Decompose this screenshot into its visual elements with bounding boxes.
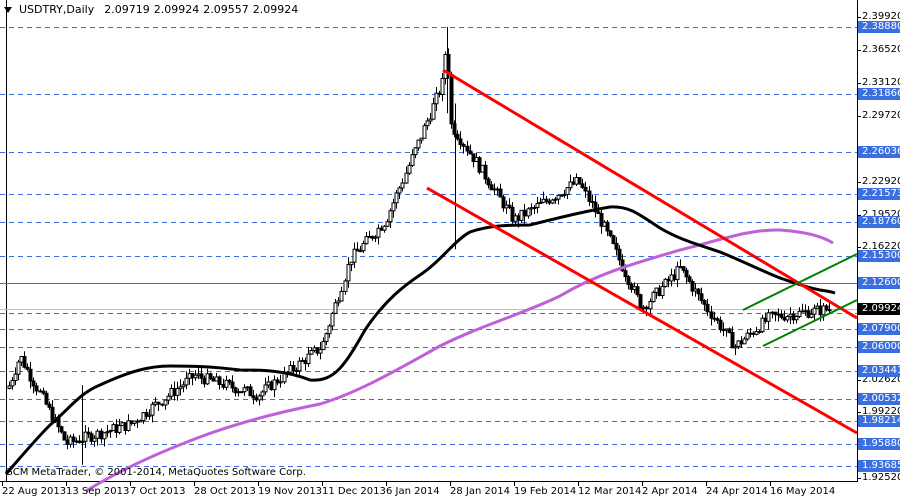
copyright-text: GCM MetaTrader, © 2001-2014, MetaQuotes … <box>5 467 306 478</box>
slow-moving-average <box>85 228 834 493</box>
chart-title: USDTRY,Daily 2.09719 2.09924 2.09557 2.0… <box>4 3 298 16</box>
price-level-label: 2.38880 <box>858 21 900 33</box>
ohlc-high: 2.09924 <box>153 3 200 16</box>
time-tick-label: 22 Aug 2013 <box>2 486 67 497</box>
fast-moving-average <box>4 205 836 475</box>
ohlc-close: 2.09924 <box>252 3 299 16</box>
price-tick-label: 2.22920 <box>862 176 900 187</box>
price-tick-label: 2.29720 <box>862 110 900 121</box>
price-level-label: 2.31866 <box>858 88 900 100</box>
symbol-label: USDTRY,Daily <box>19 3 95 16</box>
time-tick-label: 2 Apr 2014 <box>642 486 698 497</box>
current-price-label: 2.09924 <box>858 303 900 315</box>
candlesticks <box>7 27 832 465</box>
time-tick-label: 19 Nov 2013 <box>258 486 323 497</box>
price-level-label: 1.98214 <box>858 415 900 427</box>
red-channel-lower[interactable] <box>426 186 858 435</box>
price-tick-label: 2.02620 <box>862 374 900 385</box>
horizontal-levels <box>0 27 857 467</box>
time-tick-label: 28 Oct 2013 <box>194 486 256 497</box>
price-level-label: 2.12600 <box>858 277 900 289</box>
time-tick-label: 16 May 2014 <box>770 486 836 497</box>
price-level-label: 1.93685 <box>858 460 900 472</box>
price-level-label: 2.15300 <box>858 250 900 262</box>
price-level-label: 2.06000 <box>858 341 900 353</box>
green-channel-upper[interactable] <box>742 253 858 311</box>
time-tick-label: 6 Jan 2014 <box>386 486 440 497</box>
price-axis-ticks <box>857 17 861 479</box>
price-tick-label: 2.33120 <box>862 77 900 88</box>
ohlc-low: 2.09557 <box>203 3 249 16</box>
ohlc-open: 2.09719 <box>104 3 150 16</box>
time-tick-label: 28 Jan 2014 <box>450 486 510 497</box>
green-channel-lower[interactable] <box>762 299 858 347</box>
time-tick-label: 11 Dec 2013 <box>322 486 386 497</box>
price-tick-label: 1.92520 <box>862 472 900 483</box>
price-level-label: 2.03441 <box>858 365 900 377</box>
price-tick-label: 2.16220 <box>862 241 900 252</box>
price-tick-label: 1.99220 <box>862 406 900 417</box>
time-tick-label: 24 Apr 2014 <box>706 486 768 497</box>
price-tick-label: 2.19520 <box>862 209 900 220</box>
collapse-triangle-icon[interactable] <box>4 6 12 13</box>
price-level-label: 2.18760 <box>858 216 900 228</box>
price-tick-label: 2.36520 <box>862 44 900 55</box>
price-level-label: 1.95880 <box>858 438 900 450</box>
price-level-label: 2.07900 <box>858 323 900 335</box>
time-tick-label: 7 Oct 2013 <box>130 486 186 497</box>
time-tick-label: 12 Mar 2014 <box>578 486 642 497</box>
red-channel-upper[interactable] <box>442 68 858 320</box>
price-level-label: 2.00532 <box>858 393 900 405</box>
price-tick-label: 2.39920 <box>862 11 900 22</box>
time-axis-ticks <box>2 481 771 486</box>
price-level-label: 2.21573 <box>858 188 900 200</box>
price-level-label: 2.26036 <box>858 146 900 158</box>
time-tick-label: 13 Sep 2013 <box>66 486 130 497</box>
time-tick-label: 19 Feb 2014 <box>514 486 577 497</box>
